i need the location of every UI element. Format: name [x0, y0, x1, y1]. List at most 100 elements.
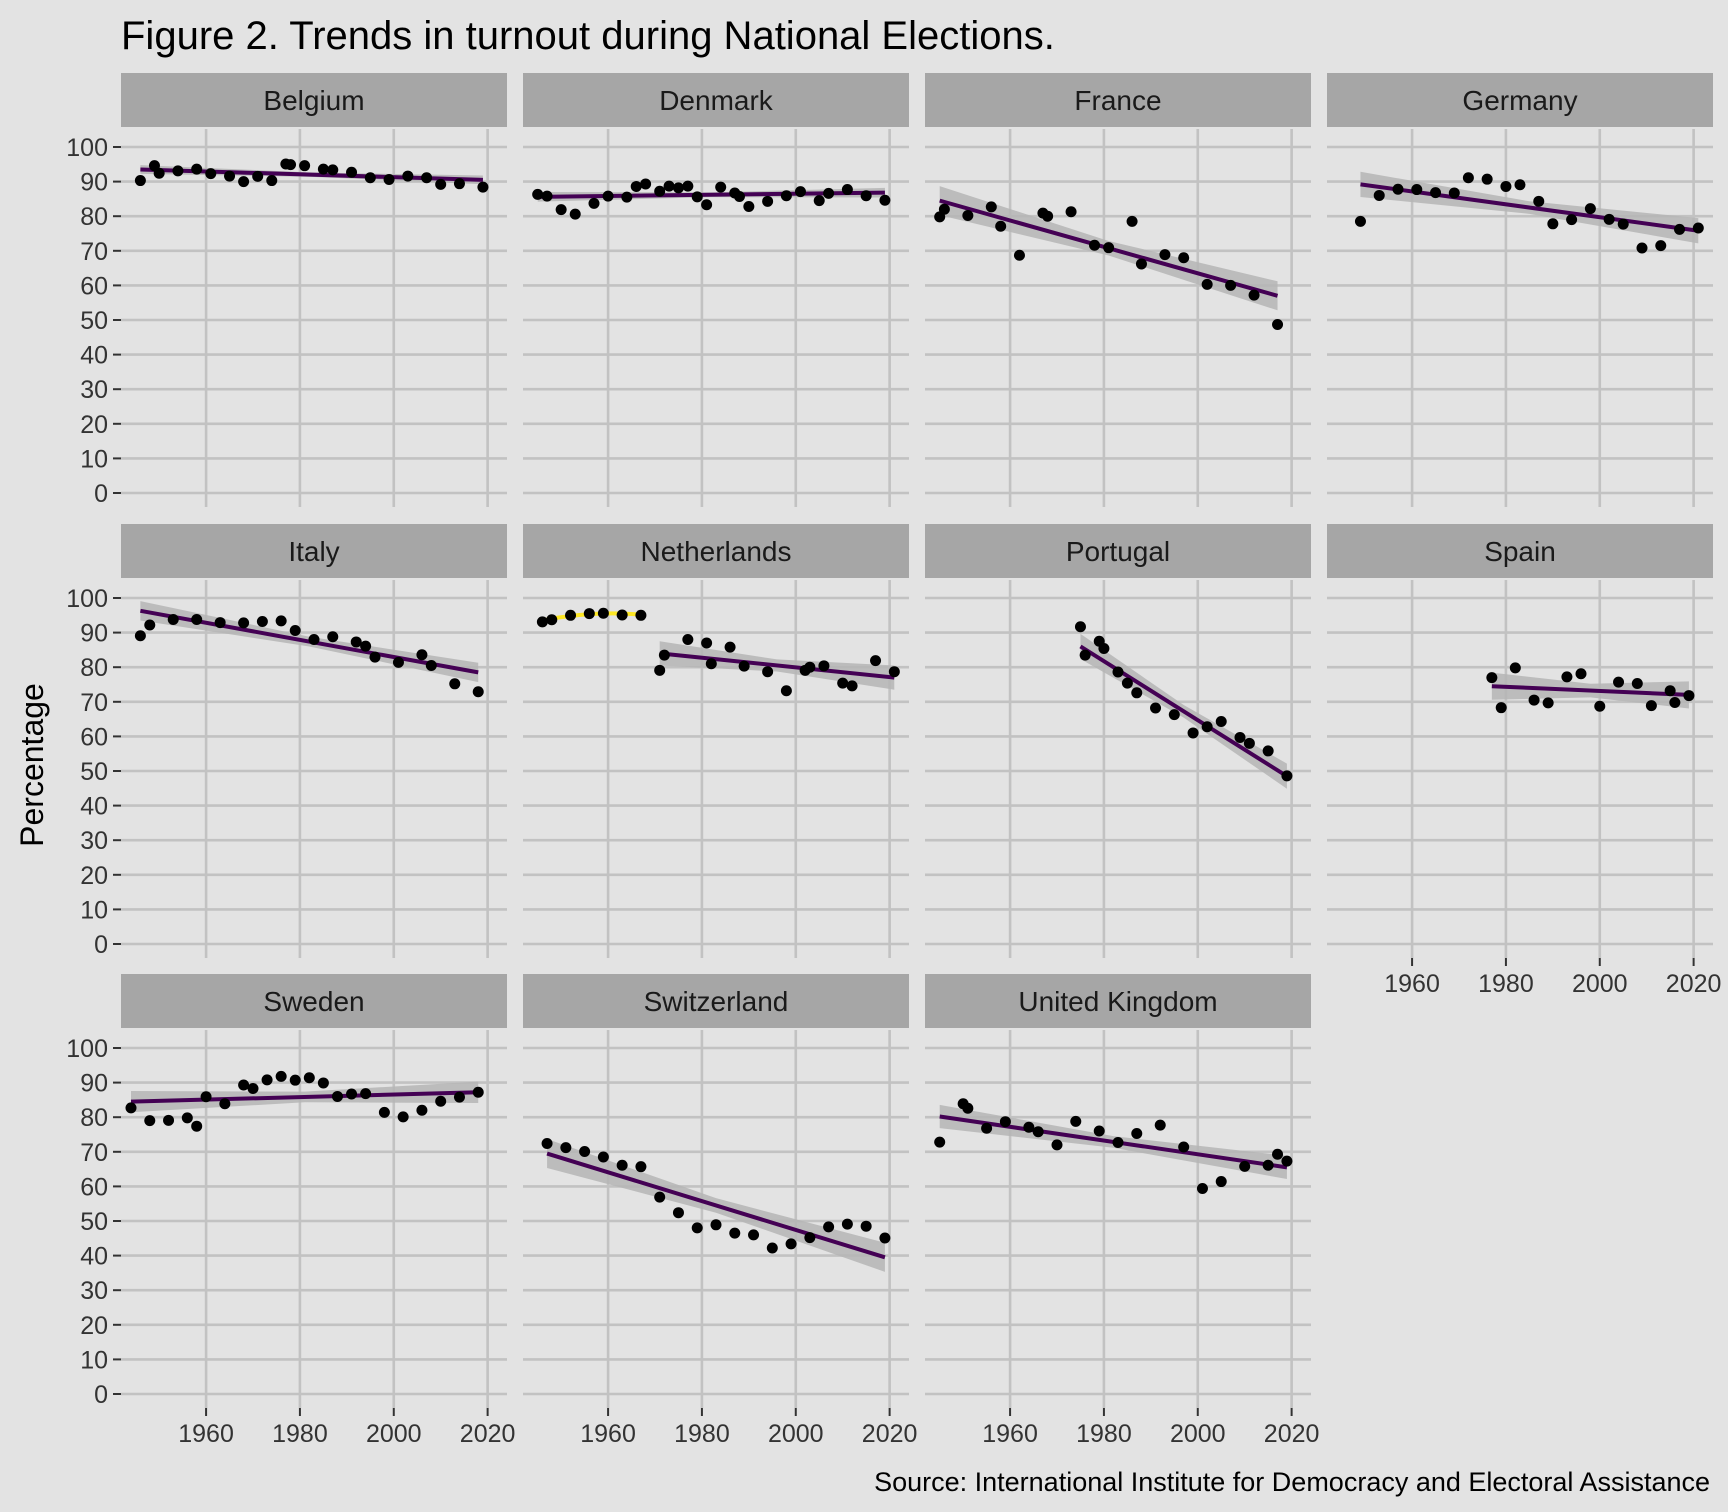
y-tick-label-50-italy: 50	[80, 758, 108, 786]
panel-strip-denmark	[523, 73, 909, 127]
data-point-switzerland-2007	[823, 1221, 835, 1233]
data-point-sweden-1988	[331, 1090, 343, 1102]
data-point-switzerland-1967	[635, 1161, 647, 1173]
y-tick-label-20-sweden: 20	[80, 1312, 108, 1340]
trend-line-netherlands-0	[659, 651, 895, 680]
data-point-germany-1976	[1481, 173, 1493, 185]
data-point-portugal-2011	[1243, 737, 1255, 749]
data-point-netherlands-1952	[565, 609, 577, 621]
data-point-sweden-1991	[346, 1088, 358, 1100]
data-point-spain-2019	[1683, 690, 1695, 702]
data-point-portugal-1995	[1168, 709, 1180, 721]
data-point-switzerland-2011	[841, 1218, 853, 1230]
data-point-switzerland-2019	[879, 1232, 891, 1244]
data-point-netherlands-1998	[780, 685, 792, 697]
data-point-portugal-1991	[1150, 702, 1162, 714]
data-point-belgium-1987	[327, 164, 339, 176]
data-point-netherlands-2003	[804, 661, 816, 673]
data-point-switzerland-1963	[616, 1159, 628, 1171]
data-point-spain-2011	[1645, 700, 1657, 712]
data-point-belgium-1968	[238, 176, 250, 188]
data-point-germany-2021	[1692, 222, 1704, 234]
data-point-netherlands-2010	[837, 677, 849, 689]
y-tick-label-80-italy: 80	[80, 654, 108, 682]
x-tick-label-2020-united-kingdom: 2020	[1264, 1420, 1320, 1448]
panel-strip-portugal	[925, 524, 1311, 578]
data-point-spain-1996	[1575, 668, 1587, 680]
data-point-belgium-1946	[134, 175, 146, 187]
panel-strip-united-kingdom	[925, 974, 1311, 1028]
data-point-sweden-1964	[219, 1098, 231, 1110]
data-point-denmark-1981	[701, 199, 713, 211]
data-point-sweden-1998	[378, 1106, 390, 1118]
data-point-germany-2009	[1636, 242, 1648, 254]
x-tick-label-2000-spain: 2000	[1572, 970, 1628, 998]
data-point-switzerland-1995	[766, 1242, 778, 1254]
x-tick-label-1980-spain: 1980	[1478, 970, 1534, 998]
data-point-italy-2008	[425, 659, 437, 671]
data-point-denmark-2001	[794, 186, 806, 198]
data-point-switzerland-1999	[785, 1238, 797, 1250]
data-point-netherlands-2021	[888, 666, 900, 678]
data-point-switzerland-1971	[654, 1191, 666, 1203]
panel-netherlands: Netherlands	[523, 524, 909, 958]
data-point-germany-2002	[1603, 213, 1615, 225]
panel-title-portugal: Portugal	[1066, 536, 1170, 567]
panel-plot-area-france	[925, 129, 1311, 507]
data-point-france-1978	[1089, 239, 1101, 251]
data-point-sweden-1952	[163, 1114, 175, 1126]
data-point-germany-1957	[1392, 183, 1404, 195]
data-point-sweden-1944	[125, 1102, 137, 1114]
y-tick-label-40-italy: 40	[80, 793, 108, 821]
data-point-netherlands-2017	[870, 655, 882, 667]
data-point-portugal-2015	[1262, 745, 1274, 757]
y-tick-label-60-italy: 60	[80, 723, 108, 751]
data-point-france-1988	[1135, 258, 1147, 270]
panel-denmark: Denmark	[523, 73, 909, 507]
data-point-denmark-2007	[823, 187, 835, 199]
data-point-united-kingdom-2019	[1281, 1155, 1293, 1167]
data-point-portugal-2019	[1281, 770, 1293, 782]
y-tick-label-20-belgium: 20	[80, 411, 108, 439]
data-point-italy-1972	[256, 616, 268, 628]
data-point-denmark-1975	[672, 182, 684, 194]
data-point-united-kingdom-2001	[1196, 1182, 1208, 1194]
data-point-netherlands-2006	[818, 660, 830, 672]
data-point-germany-1961	[1411, 184, 1423, 196]
x-tick-label-2020-switzerland: 2020	[862, 1420, 918, 1448]
data-point-united-kingdom-1970	[1051, 1139, 1063, 1151]
data-point-netherlands-2012	[846, 680, 858, 692]
panel-france: France	[925, 73, 1311, 507]
data-point-united-kingdom-1974	[1070, 1115, 1082, 1127]
data-point-netherlands-1972	[658, 649, 670, 661]
data-point-france-1997	[1178, 252, 1190, 264]
data-point-sweden-1970	[247, 1082, 259, 1094]
data-point-denmark-1979	[691, 191, 703, 203]
data-point-sweden-1956	[181, 1112, 193, 1124]
data-point-germany-1953	[1373, 189, 1385, 201]
data-point-denmark-1984	[715, 181, 727, 193]
y-tick-label-80-sweden: 80	[80, 1104, 108, 1132]
data-point-switzerland-1955	[579, 1145, 591, 1157]
data-point-portugal-1999	[1187, 727, 1199, 739]
y-tick-label-40-belgium: 40	[80, 342, 108, 370]
data-point-belgium-2007	[421, 172, 433, 184]
data-point-sweden-1973	[261, 1074, 273, 1086]
data-point-netherlands-1963	[616, 609, 628, 621]
data-point-italy-2013	[449, 678, 461, 690]
x-tick-label-2020-sweden: 2020	[460, 1420, 516, 1448]
panel-united-kingdom: United Kingdom 1960 1980 2000 2020	[925, 974, 1319, 1448]
data-point-denmark-1971	[654, 185, 666, 197]
data-point-belgium-1971	[252, 170, 264, 182]
panel-strip-germany	[1327, 73, 1713, 127]
data-point-switzerland-2003	[804, 1232, 816, 1244]
data-point-sweden-2018	[472, 1086, 484, 1098]
data-point-netherlands-1989	[738, 660, 750, 672]
y-tick-label-90-italy: 90	[80, 620, 108, 648]
x-tick-label-1960-sweden: 1960	[178, 1420, 234, 1448]
data-point-united-kingdom-2010	[1239, 1160, 1251, 1172]
y-tick-label-0-sweden: 0	[94, 1381, 108, 1409]
x-tick-label-1960-spain: 1960	[1384, 970, 1440, 998]
